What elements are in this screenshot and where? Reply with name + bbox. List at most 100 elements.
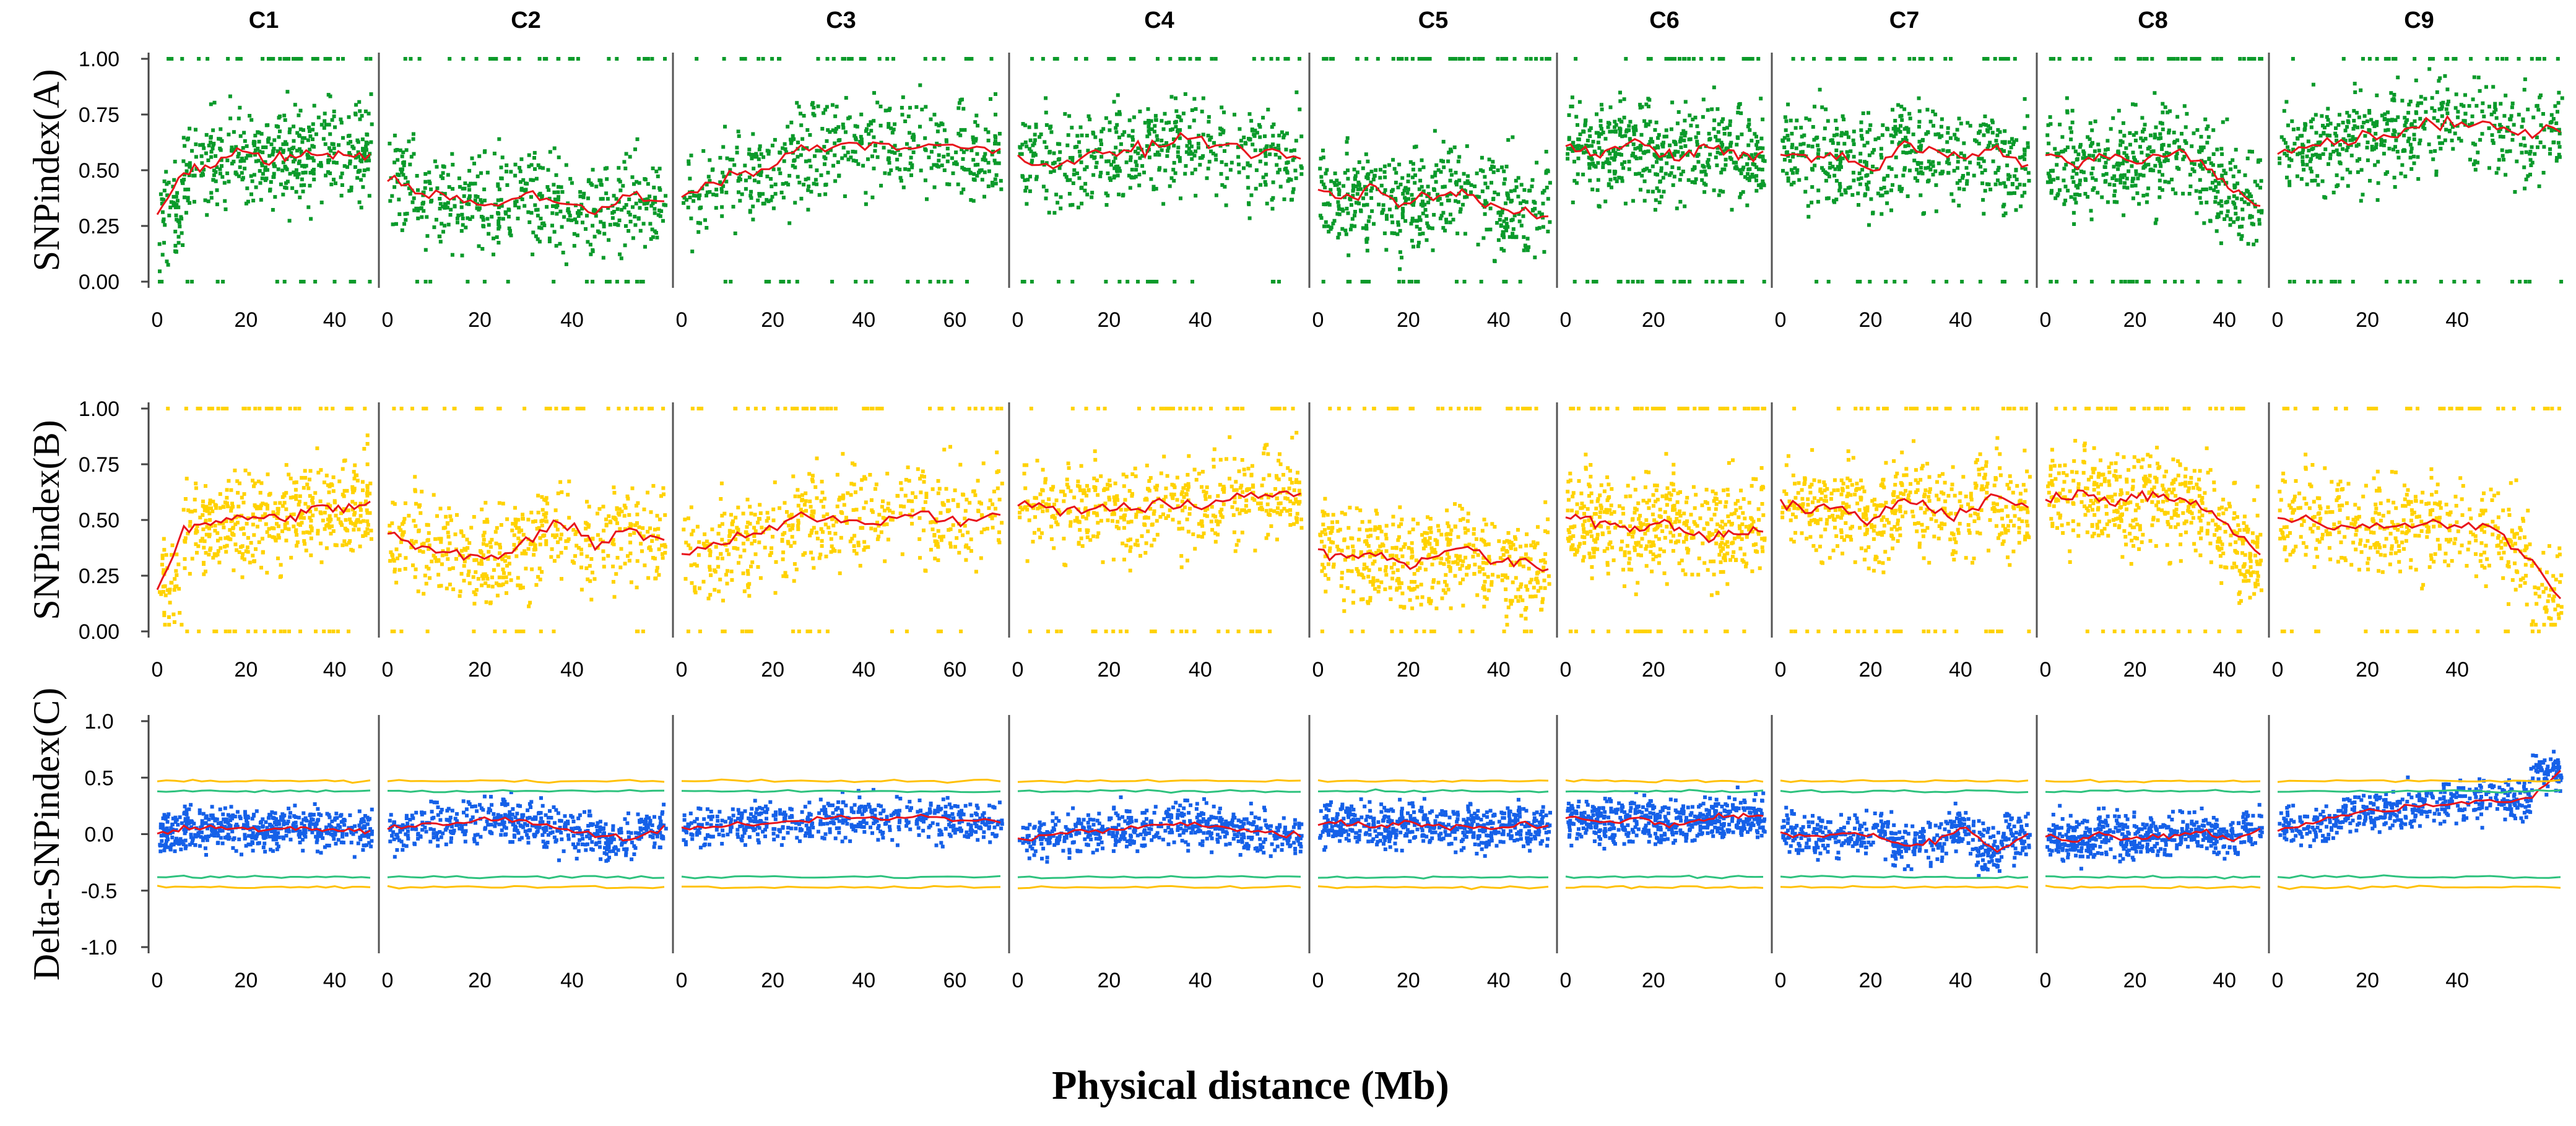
data-point [238, 159, 243, 163]
data-point [483, 149, 487, 154]
data-point [1273, 152, 1278, 157]
data-point [1990, 120, 1995, 124]
data-point [1361, 166, 1365, 170]
data-point [2409, 146, 2414, 150]
data-point [186, 198, 190, 202]
data-point [1683, 144, 1688, 148]
data-point [275, 280, 279, 284]
data-point [1356, 180, 1361, 184]
data-point [2390, 98, 2395, 102]
data-point [819, 173, 823, 178]
data-point [1292, 155, 1296, 160]
data-point [854, 137, 858, 142]
data-point [2190, 144, 2194, 149]
data-point [1324, 57, 1329, 61]
data-point [217, 521, 222, 526]
data-point [2203, 160, 2207, 164]
data-point [1018, 152, 1022, 156]
data-point [1816, 152, 1820, 156]
data-point [404, 218, 408, 222]
data-point [2050, 169, 2055, 173]
data-point [801, 147, 805, 151]
data-point [2412, 137, 2416, 141]
data-point [269, 180, 273, 184]
data-point [2083, 192, 2088, 196]
data-point [2020, 194, 2024, 198]
data-point [1721, 117, 1725, 121]
data-point [797, 180, 802, 184]
data-point [656, 213, 661, 217]
data-point [2146, 280, 2151, 284]
data-point [1277, 147, 1281, 152]
data-point [2554, 158, 2559, 163]
data-point [2216, 189, 2220, 194]
data-point [1701, 97, 1706, 102]
data-point [2314, 113, 2318, 117]
data-point [337, 143, 341, 147]
data-point [866, 157, 870, 162]
data-point [1946, 171, 1951, 175]
data-point [1521, 214, 1525, 219]
data-point [1862, 144, 1867, 148]
data-point [547, 196, 552, 201]
data-point [835, 105, 839, 109]
data-point [237, 550, 241, 554]
data-point [1603, 199, 1608, 204]
data-point [1692, 166, 1696, 170]
data-point [158, 192, 163, 196]
data-point [1801, 57, 1805, 61]
data-point [816, 57, 820, 61]
data-point [455, 216, 459, 220]
data-point [2175, 115, 2180, 119]
data-point [223, 536, 228, 540]
data-point [1090, 195, 1094, 199]
data-point [1157, 168, 1161, 172]
data-point [293, 157, 297, 162]
data-point [1332, 181, 1337, 185]
data-point [2557, 128, 2561, 132]
data-point [1720, 145, 1724, 149]
data-point [1810, 201, 1814, 205]
data-point [800, 137, 805, 141]
data-point [2356, 142, 2361, 147]
data-point [1917, 139, 1922, 144]
data-point [2069, 195, 2073, 199]
data-point [297, 503, 301, 507]
data-point [1688, 113, 1692, 118]
data-point [1843, 188, 1847, 193]
data-point [1028, 189, 1032, 193]
data-point [186, 508, 191, 513]
data-point [360, 137, 365, 142]
data-point [2013, 57, 2017, 61]
data-point [1728, 142, 1733, 147]
data-point [1078, 125, 1083, 129]
data-point [167, 214, 171, 218]
data-point [300, 177, 304, 181]
data-point [1980, 157, 1984, 161]
data-point [2014, 138, 2019, 142]
data-point [532, 156, 536, 160]
data-point [1091, 150, 1096, 154]
data-point [506, 215, 511, 219]
data-point [297, 500, 301, 504]
data-point [1127, 173, 1131, 178]
data-point [1676, 166, 1681, 170]
data-point [1601, 165, 1605, 170]
data-point [1966, 121, 1970, 125]
data-point [2118, 143, 2122, 147]
data-point [1879, 153, 1883, 157]
data-point [1795, 170, 1799, 175]
data-point [1599, 103, 1603, 107]
data-point [2071, 161, 2075, 165]
data-point [1987, 144, 1991, 148]
data-point [2160, 188, 2164, 192]
data-point [2333, 131, 2338, 136]
data-point [2197, 57, 2201, 61]
data-point [634, 201, 638, 206]
data-point [1607, 162, 1611, 166]
data-point [879, 141, 883, 145]
data-point [2499, 102, 2503, 106]
data-point [527, 153, 531, 157]
data-point [1645, 167, 1649, 171]
data-point [2021, 155, 2025, 159]
